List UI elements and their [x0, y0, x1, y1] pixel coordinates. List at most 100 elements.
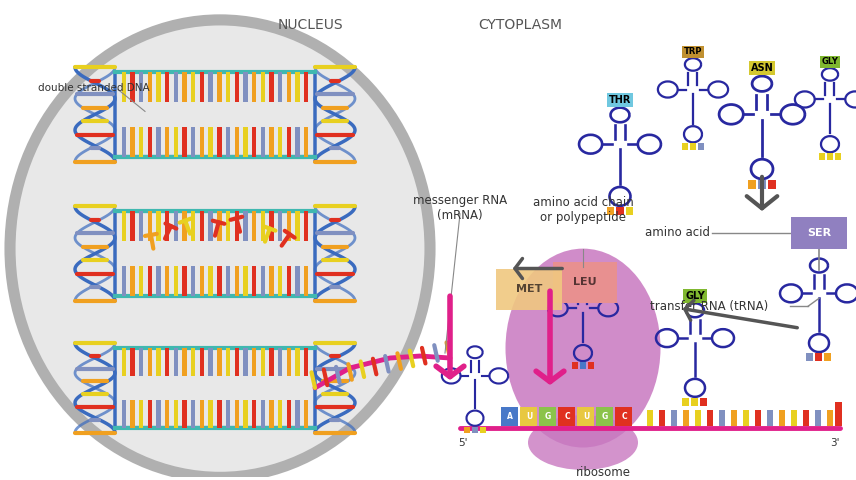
Bar	[295, 400, 300, 428]
Text: G: G	[602, 412, 608, 421]
Text: THR: THR	[609, 96, 631, 105]
Bar	[217, 400, 222, 428]
Bar	[147, 266, 152, 296]
Bar	[287, 266, 291, 296]
Text: double stranded DNA: double stranded DNA	[38, 83, 150, 93]
Bar	[165, 127, 169, 156]
Bar	[270, 266, 274, 296]
Bar	[626, 207, 633, 215]
Bar	[157, 211, 161, 241]
Bar	[243, 211, 247, 241]
Bar	[464, 427, 470, 433]
Bar	[270, 400, 274, 428]
Bar	[261, 400, 265, 428]
Bar	[304, 266, 308, 296]
Bar	[174, 72, 178, 102]
Bar	[209, 72, 213, 102]
Text: GLY: GLY	[822, 57, 838, 66]
Bar	[174, 127, 178, 156]
Bar	[226, 348, 230, 376]
Bar	[130, 266, 134, 296]
Ellipse shape	[10, 20, 430, 477]
Bar	[174, 348, 178, 376]
Bar	[199, 211, 204, 241]
Bar	[139, 127, 143, 156]
Bar	[768, 180, 776, 189]
Bar	[235, 400, 239, 428]
Text: C: C	[564, 412, 570, 421]
Bar	[295, 127, 300, 156]
Bar	[671, 410, 677, 426]
Bar	[191, 266, 195, 296]
Bar	[683, 410, 689, 426]
Bar	[226, 400, 230, 428]
Bar	[304, 400, 308, 428]
Bar	[287, 400, 291, 428]
Bar	[243, 127, 247, 156]
Bar	[755, 410, 761, 426]
Bar	[139, 400, 143, 428]
Bar	[659, 410, 665, 426]
Ellipse shape	[506, 249, 661, 447]
Bar	[243, 266, 247, 296]
Text: amino acid: amino acid	[645, 226, 710, 239]
Bar	[147, 127, 152, 156]
Bar	[147, 211, 152, 241]
Bar	[295, 72, 300, 102]
Bar	[199, 400, 204, 428]
Bar	[758, 180, 766, 189]
Bar	[252, 72, 256, 102]
Bar	[235, 72, 239, 102]
Bar	[165, 400, 169, 428]
Bar	[278, 266, 282, 296]
Bar	[199, 127, 204, 156]
Bar	[835, 153, 841, 160]
Bar	[217, 72, 222, 102]
Bar	[824, 353, 831, 361]
Bar	[209, 400, 213, 428]
Bar	[252, 211, 256, 241]
Bar	[779, 410, 785, 426]
Text: amino acid chain
or polypeptide: amino acid chain or polypeptide	[532, 196, 633, 224]
Bar	[243, 72, 247, 102]
Text: TRP: TRP	[684, 48, 702, 57]
Bar	[235, 211, 239, 241]
Bar	[304, 348, 308, 376]
Bar	[174, 266, 178, 296]
Bar	[209, 211, 213, 241]
FancyBboxPatch shape	[520, 407, 538, 426]
Bar	[287, 127, 291, 156]
Bar	[791, 410, 797, 426]
FancyBboxPatch shape	[597, 407, 614, 426]
Bar	[827, 410, 833, 426]
Text: MET: MET	[516, 284, 542, 294]
FancyBboxPatch shape	[558, 407, 575, 426]
Bar	[261, 72, 265, 102]
Bar	[226, 127, 230, 156]
Bar	[607, 207, 615, 215]
Bar	[278, 72, 282, 102]
Text: transfer RNA (tRNA): transfer RNA (tRNA)	[650, 300, 768, 313]
Bar	[182, 211, 187, 241]
Bar	[199, 266, 204, 296]
Bar	[199, 72, 204, 102]
Bar	[122, 400, 126, 428]
Bar	[270, 348, 274, 376]
Bar	[748, 180, 756, 189]
Text: C: C	[621, 412, 627, 421]
Text: CYTOPLASM: CYTOPLASM	[478, 18, 562, 32]
Text: LEU: LEU	[574, 277, 597, 288]
Bar	[165, 72, 169, 102]
Bar	[122, 211, 126, 241]
Bar	[767, 410, 773, 426]
Bar	[217, 266, 222, 296]
Bar	[191, 211, 195, 241]
Bar	[818, 153, 825, 160]
Bar	[731, 410, 737, 426]
Bar	[191, 127, 195, 156]
Bar	[304, 211, 308, 241]
Bar	[235, 266, 239, 296]
Bar	[182, 266, 187, 296]
Bar	[295, 266, 300, 296]
Bar	[122, 127, 126, 156]
